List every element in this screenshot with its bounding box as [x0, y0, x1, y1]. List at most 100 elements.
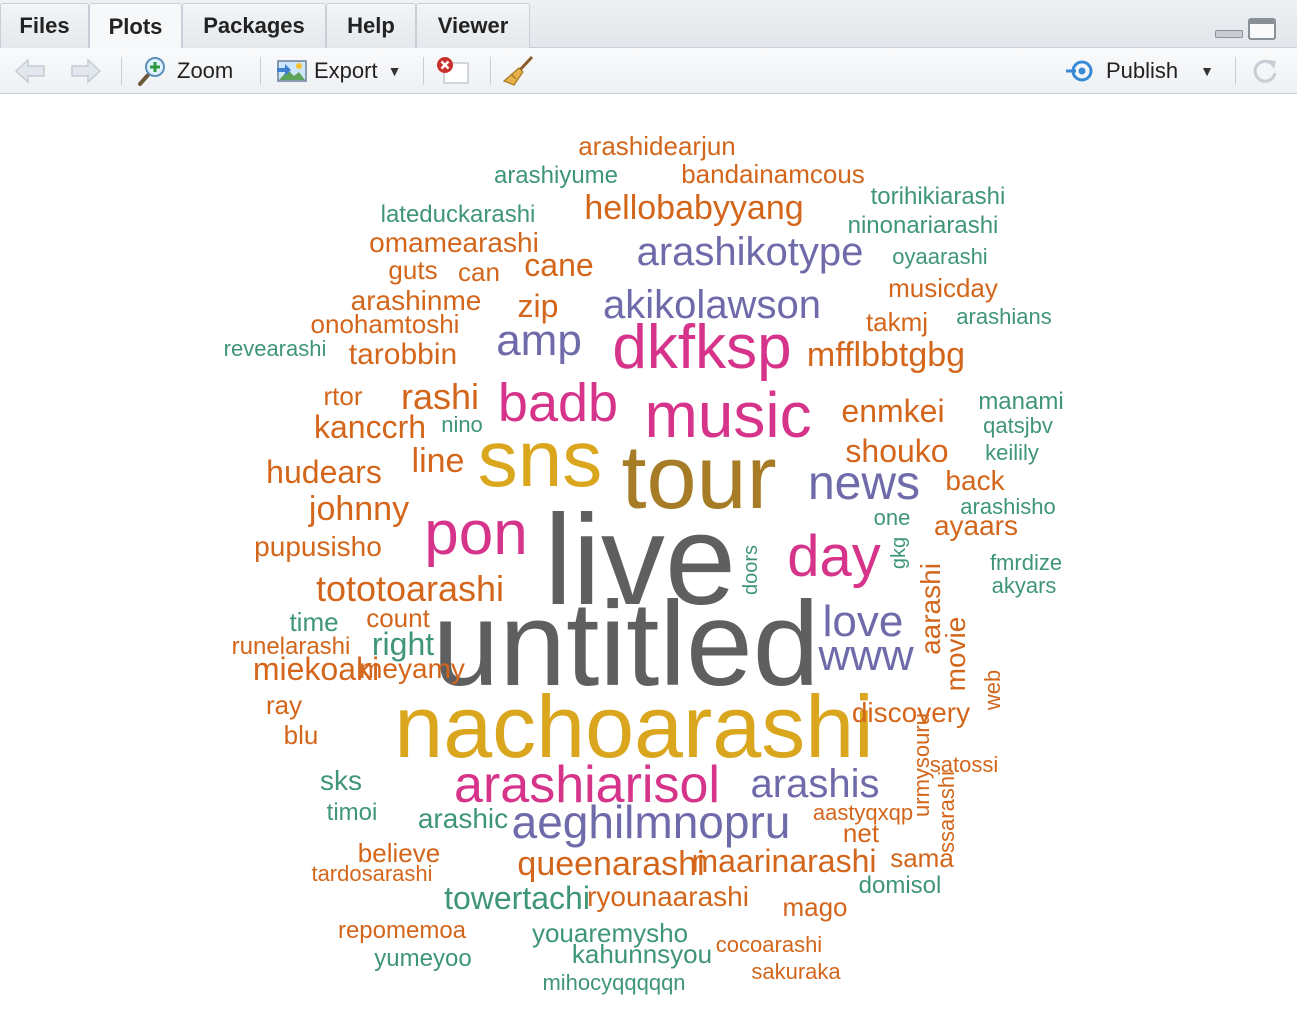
publish-label: Publish [1106, 58, 1179, 83]
cloud-word-ninonariarashi: ninonariarashi [848, 212, 999, 239]
cloud-word-arashic: arashic [418, 803, 508, 834]
cloud-word-news: news [808, 457, 920, 510]
back-button[interactable] [14, 48, 46, 94]
cloud-word-music: music [644, 379, 811, 451]
cloud-word-ssarashi: ssarashi [934, 771, 959, 853]
broom-icon [502, 55, 534, 86]
cloud-word-repomemoa: repomemoa [338, 917, 467, 944]
cloud-word-omamearashi: omamearashi [369, 227, 539, 258]
cloud-word-ray: ray [266, 690, 302, 720]
cloud-word-arashis: arashis [751, 762, 880, 806]
cloud-word-arashikotype: arashikotype [637, 230, 864, 274]
remove-plot-button[interactable] [434, 48, 470, 94]
zoom-button[interactable]: Zoom [137, 48, 233, 94]
cloud-word-hellobabyyang: hellobabyyang [584, 189, 803, 227]
cloud-word-discovery: discovery [852, 697, 970, 728]
cloud-word-time: time [289, 607, 338, 637]
tab-plots[interactable]: Plots [89, 3, 182, 49]
cloud-word-qatsjbv: qatsjbv [983, 413, 1053, 438]
cloud-word-musicday: musicday [888, 273, 998, 303]
cloud-word-revearashi: revearashi [224, 336, 327, 361]
cloud-word-nino: nino [441, 412, 483, 437]
plots-toolbar: Zoom Export ▼ [0, 48, 1297, 94]
cloud-word-guts: guts [388, 255, 437, 285]
cloud-word-love: love [823, 597, 904, 646]
cloud-word-www: www [817, 631, 914, 680]
clear-all-plots-button[interactable] [502, 48, 536, 94]
cloud-word-untitled: untitled [433, 577, 820, 711]
remove-plot-icon [437, 57, 469, 84]
cloud-word-kanccrh: kanccrh [314, 409, 426, 445]
publish-button[interactable]: Publish ▼ [1066, 48, 1214, 94]
cloud-word-fmrdize: fmrdize [990, 550, 1062, 575]
cloud-word-count: count [366, 603, 430, 633]
chevron-down-icon: ▼ [387, 63, 402, 79]
cloud-word-maarinarashi: maarinarashi [692, 843, 877, 879]
cloud-word-domisol: domisol [859, 872, 942, 899]
plot-area: live untitled nachoarashi sns tour music dkfks… [0, 94, 1297, 1026]
cloud-word-torihikiarashi: torihikiarashi [871, 183, 1006, 210]
cloud-word-live: live [544, 489, 736, 632]
cloud-word-takmj: takmj [866, 307, 928, 337]
magnifier-plus-icon [138, 57, 165, 86]
toolbar-separator [1235, 57, 1236, 85]
cloud-word-tarobbin: tarobbin [349, 338, 457, 371]
cloud-word-akikolawson: akikolawson [603, 283, 821, 327]
export-label: Export [314, 58, 378, 83]
tab-packages[interactable]: Packages [182, 3, 326, 48]
cloud-word-aastyqxqp: aastyqxqp [813, 800, 913, 825]
minimize-pane-button[interactable] [1214, 18, 1243, 38]
forward-button[interactable] [70, 48, 102, 94]
cloud-word-rashi: rashi [401, 376, 479, 417]
cloud-word-doors: doors [740, 545, 762, 595]
cloud-word-zip: zip [518, 288, 559, 324]
cloud-word-manami: manami [978, 388, 1063, 415]
toolbar-separator [423, 57, 424, 85]
cloud-word-towertachi: towertachi [444, 880, 590, 916]
cloud-word-youaremysho: youaremysho [532, 918, 688, 948]
tab-help[interactable]: Help [326, 3, 416, 48]
cloud-word-shouko: shouko [845, 433, 948, 469]
cloud-word-hudears: hudears [266, 454, 382, 490]
cloud-word-cane: cane [524, 247, 593, 283]
cloud-word-right: right [372, 626, 434, 662]
cloud-word-sakuraka: sakuraka [751, 959, 841, 984]
cloud-word-tour: tour [621, 428, 776, 528]
cloud-word-timoi: timoi [327, 799, 378, 826]
cloud-word-net: net [843, 818, 880, 848]
cloud-word-tardosarashi: tardosarashi [311, 861, 432, 886]
arrow-left-icon [14, 58, 45, 84]
cloud-word-sks: sks [320, 765, 362, 796]
cloud-word-sama: sama [890, 843, 954, 873]
cloud-word-arashians: arashians [956, 304, 1051, 329]
cloud-word-oyaarashi: oyaarashi [892, 244, 987, 269]
cloud-word-tototoarashi: tototoarashi [316, 568, 504, 609]
cloud-word-kahunnsyou: kahunnsyou [572, 939, 712, 969]
cloud-word-aeghilmnopru: aeghilmnopru [512, 796, 791, 848]
export-button[interactable]: Export ▼ [276, 48, 401, 94]
cloud-word-badb: badb [498, 373, 618, 433]
cloud-word-aarashi: aarashi [915, 563, 946, 655]
cloud-word-gkg: gkg [888, 537, 910, 569]
cloud-word-can: can [458, 257, 500, 287]
cloud-word-lateduckarashi: lateduckarashi [381, 201, 536, 228]
cloud-word-amp: amp [496, 316, 582, 365]
cloud-word-blu: blu [284, 720, 319, 750]
cloud-word-sns: sns [478, 414, 603, 503]
cloud-word-arashinme: arashinme [351, 285, 482, 316]
cloud-word-akyars: akyars [992, 573, 1057, 598]
cloud-word-dkfksp: dkfksp [612, 313, 791, 382]
cloud-word-urmysouru: urmysouru [909, 713, 934, 817]
refresh-button[interactable] [1250, 48, 1280, 94]
cloud-word-mago: mago [782, 892, 847, 922]
toolbar-separator [121, 57, 122, 85]
toolbar-separator [490, 57, 491, 85]
cloud-word-bandainamcous: bandainamcous [681, 159, 865, 189]
maximize-pane-button[interactable] [1248, 18, 1276, 40]
cloud-word-ayaars: ayaars [934, 510, 1018, 541]
tab-files[interactable]: Files [0, 3, 89, 48]
cloud-word-arashiyume: arashiyume [494, 162, 618, 189]
cloud-word-onohamtoshi: onohamtoshi [311, 309, 460, 339]
tab-viewer[interactable]: Viewer [416, 3, 530, 48]
